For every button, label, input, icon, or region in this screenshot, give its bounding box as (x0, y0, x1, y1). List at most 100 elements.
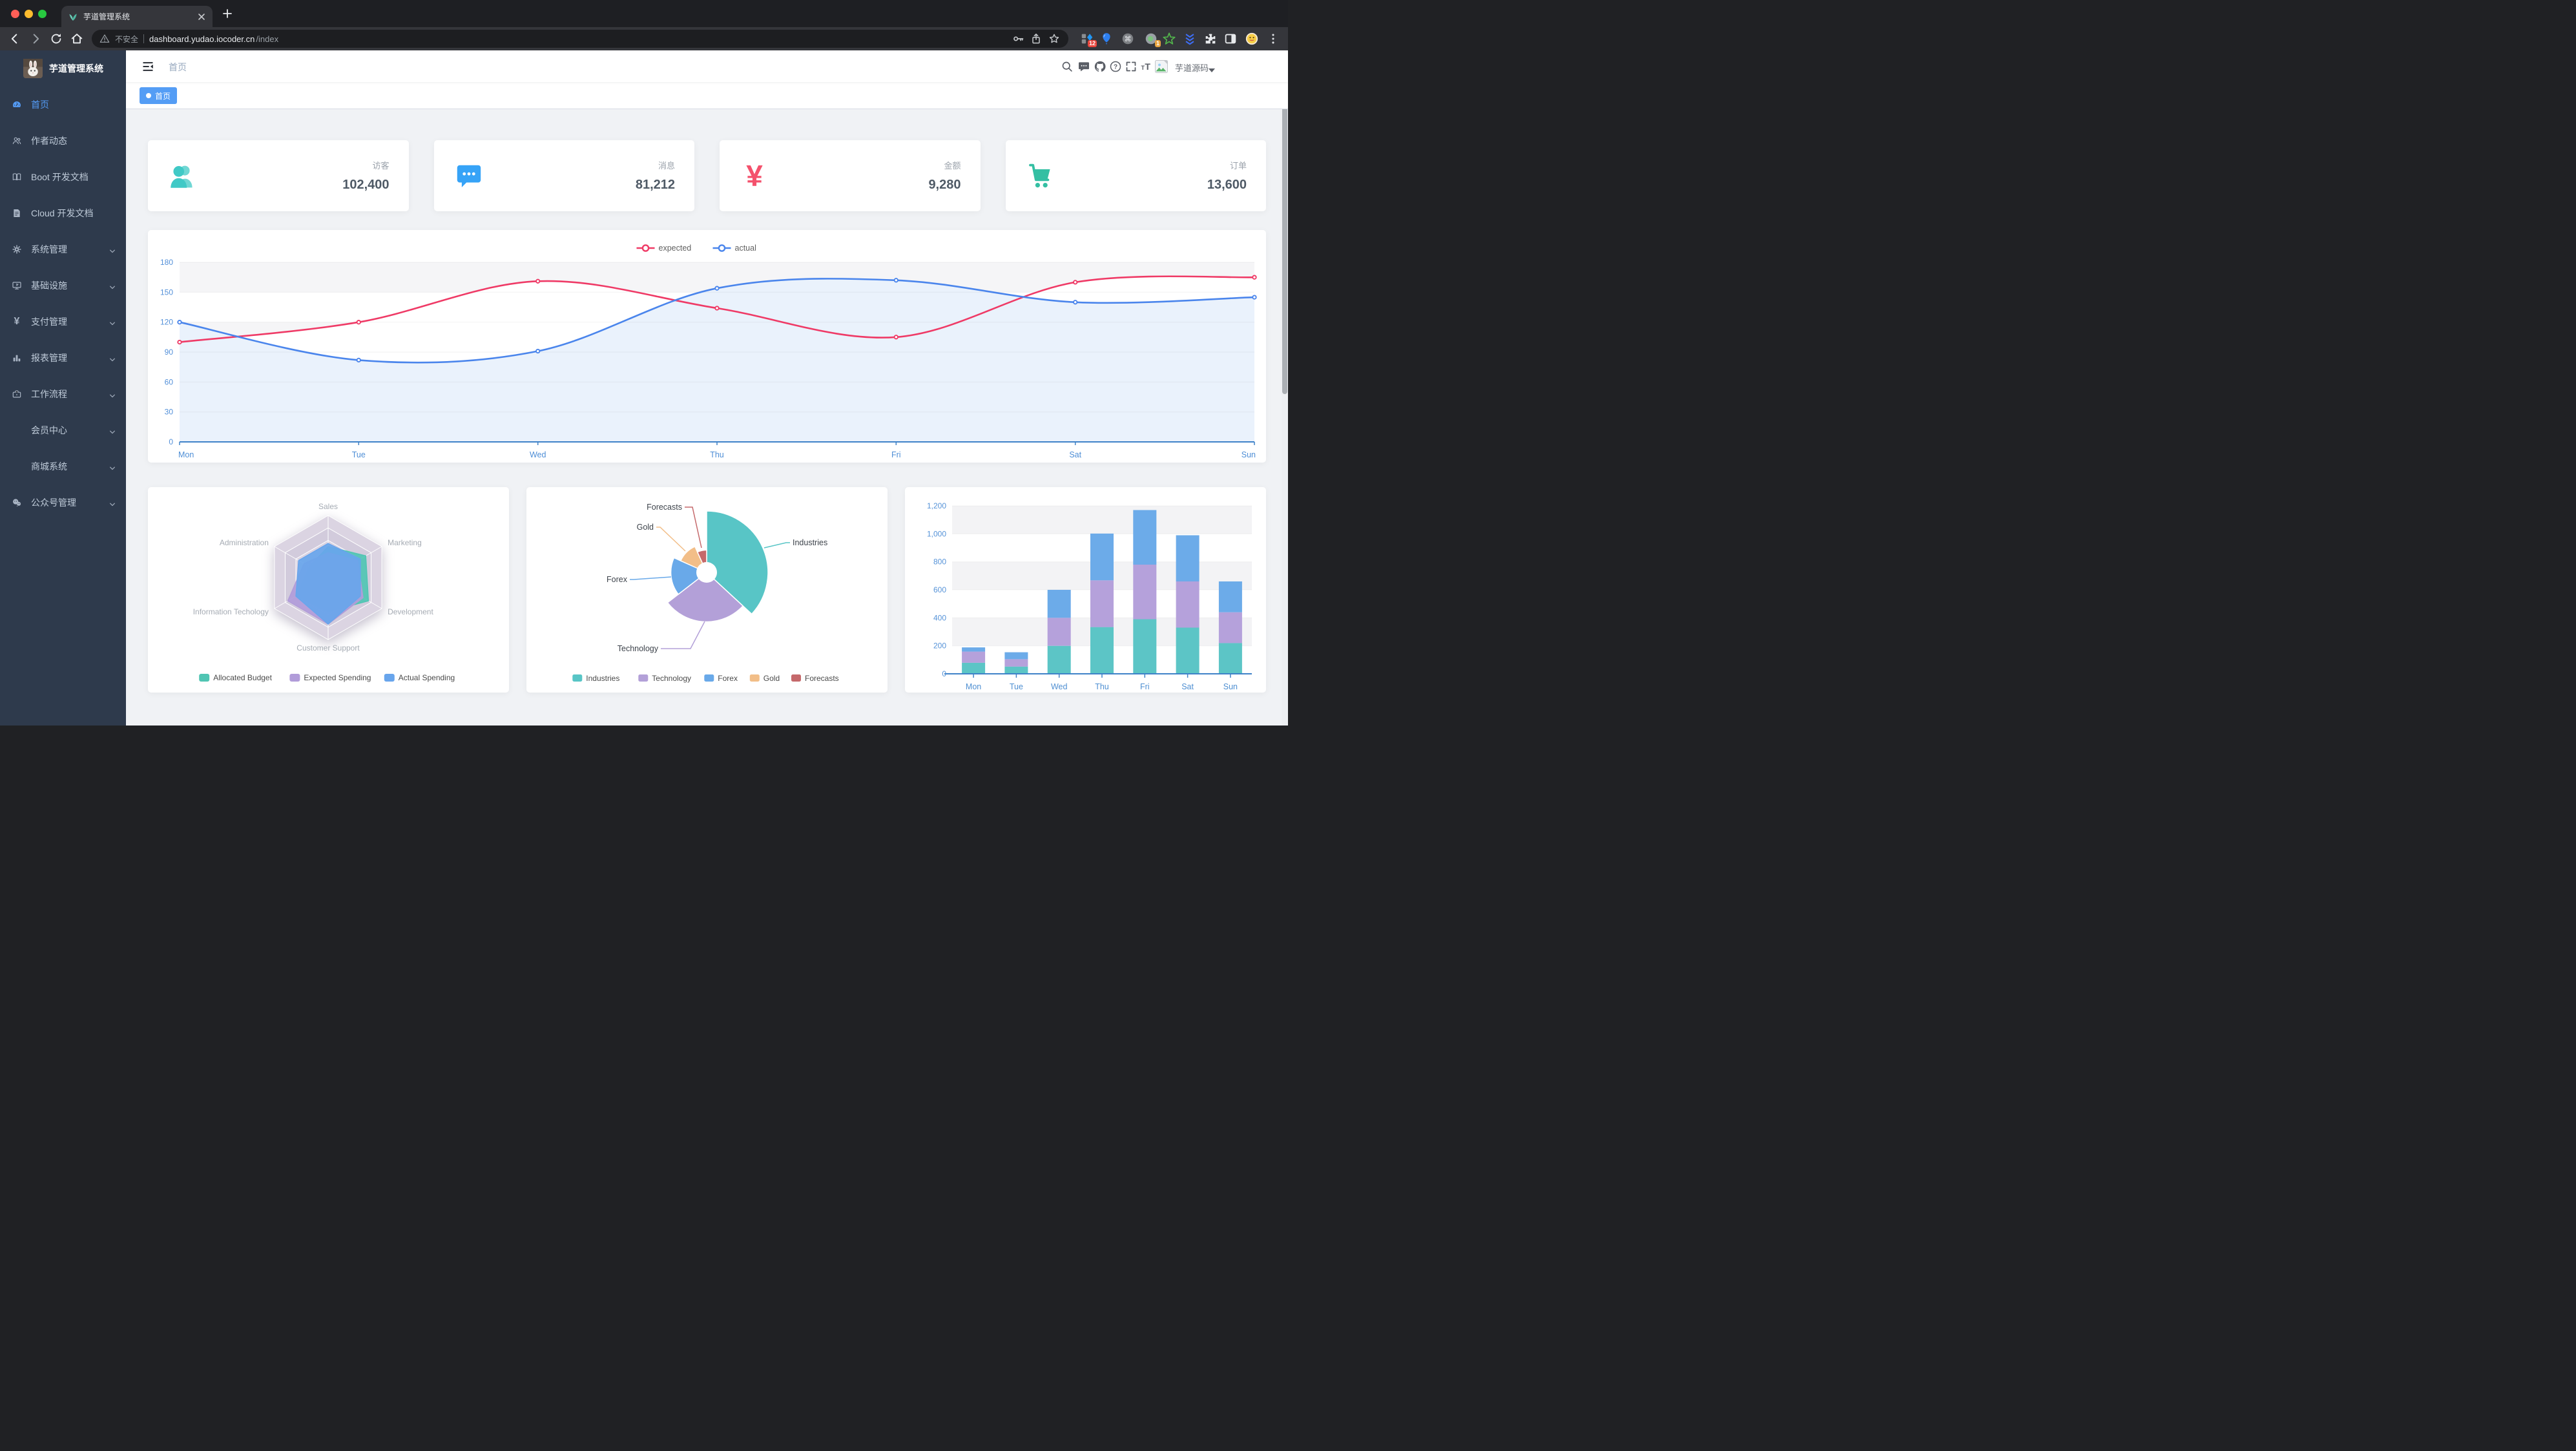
sidebar-item-payment[interactable]: ¥ 支付管理 (0, 304, 126, 340)
help-icon[interactable]: ? (1109, 60, 1122, 73)
data-point (1252, 295, 1257, 300)
x-tick-label: Tue (352, 450, 366, 459)
new-tab-button[interactable] (221, 7, 234, 20)
legend-item-Gold[interactable]: Gold (749, 674, 780, 683)
fullscreen-icon[interactable] (1125, 60, 1137, 73)
window-zoom-button[interactable] (38, 10, 47, 18)
tab-close-icon[interactable] (197, 12, 206, 21)
breadcrumb[interactable]: 首页 (169, 62, 187, 72)
gear-icon (12, 244, 22, 255)
sidebar-item-infra[interactable]: 基础设施 (0, 267, 126, 304)
pie-chart-svg[interactable]: Industries Technology Forex Gold Forecasts In… (526, 487, 888, 693)
github-icon[interactable] (1094, 60, 1106, 73)
extension-star-icon[interactable] (1162, 32, 1176, 46)
sidebar-item-report[interactable]: 报表管理 (0, 340, 126, 376)
bookmark-star-icon[interactable] (1048, 32, 1061, 45)
sidebar-item-mp[interactable]: 公众号管理 (0, 485, 126, 521)
stat-value: 102,400 (342, 178, 390, 192)
legend-item-actual[interactable]: actual (712, 244, 756, 253)
extension-badge: 1 (1154, 40, 1161, 47)
rose-pie-chart[interactable]: Industries Technology Forex Gold Forecasts In… (526, 487, 888, 693)
legend-item-0[interactable]: Allocated Budget (199, 673, 273, 682)
tag-home[interactable]: 首页 (140, 87, 178, 104)
stat-card-orders[interactable]: 订单 13,600 (1005, 140, 1266, 211)
browser-menu-kebab-icon[interactable] (1266, 32, 1280, 46)
search-icon[interactable] (1061, 60, 1074, 73)
sidebar-item-cloud-docs[interactable]: Cloud 开发文档 (0, 195, 126, 231)
stacked-bar-chart[interactable]: 0 200 400 600 800 1,000 1,200 Mon Tue Wed Thu Fri Sa… (905, 487, 1266, 693)
password-key-icon[interactable] (1012, 32, 1024, 45)
sidebar-item-author[interactable]: 作者动态 (0, 123, 126, 159)
svg-text:?: ? (1114, 64, 1117, 71)
extension-recorder-icon[interactable]: 1 (1144, 32, 1161, 47)
user-avatar-placeholder[interactable] (1154, 59, 1169, 74)
sidebar-item-boot-docs[interactable]: Boot 开发文档 (0, 159, 126, 195)
stat-card-messages[interactable]: 消息 81,212 (433, 140, 694, 211)
line-chart-svg[interactable]: 0 30 60 90 120 150 180 Mon Tue Wed Thu Fri Sat Sun exp… (148, 230, 1266, 463)
pie-slice-Industries (706, 510, 769, 615)
side-panel-icon[interactable] (1223, 32, 1238, 46)
peoples-icon (166, 159, 200, 193)
bar-segment-1 (1218, 612, 1242, 643)
budget-radar-chart[interactable]: Sales Administration Information Techology… (148, 487, 509, 693)
username[interactable]: 芋道源码 (1175, 63, 1209, 73)
url-divider (143, 34, 145, 43)
extensions-puzzle-icon[interactable] (1203, 32, 1218, 46)
sidebar-item-label: 系统管理 (31, 244, 67, 255)
url-host: dashboard.yudao.iocoder.cn (149, 34, 255, 44)
data-point (893, 278, 898, 283)
legend-item-Forex[interactable]: Forex (704, 674, 738, 683)
stat-card-visitors[interactable]: 访客 102,400 (148, 140, 409, 211)
sidebar-logo[interactable]: 芋道管理系统 (0, 50, 126, 87)
sidebar-menu: 首页作者动态 Boot 开发文档 Cloud 开发文档系统管理基础设施 ¥ 支付管理 报表… (0, 87, 126, 521)
message-icon[interactable] (1077, 60, 1090, 73)
window-close-button[interactable] (11, 10, 19, 18)
bar-Sat (1176, 535, 1200, 674)
legend-item-1[interactable]: Expected Spending (289, 673, 371, 682)
legend-item-2[interactable]: Actual Spending (384, 673, 455, 682)
legend-item-Technology[interactable]: Technology (638, 674, 691, 683)
legend-item-Industries[interactable]: Industries (572, 674, 619, 683)
bar-segment-0 (962, 662, 986, 674)
extension-tampermonkey-icon[interactable]: 12 (1080, 32, 1097, 47)
bar-segment-0 (1218, 643, 1242, 674)
pie-hole (696, 562, 717, 583)
address-bar[interactable]: 不安全 dashboard.yudao.iocoder.cn /index (92, 30, 1068, 48)
x-tick-label: Thu (710, 450, 724, 459)
tag-active-dot (146, 93, 151, 98)
message-icon (452, 159, 486, 193)
caret-down-icon[interactable] (1209, 65, 1215, 72)
legend-item-expected[interactable]: expected (636, 244, 692, 253)
sidebar-item-label: 首页 (31, 99, 49, 110)
home-icon[interactable] (70, 32, 84, 46)
stat-card-amount[interactable]: ¥ 金额 9,280 (720, 140, 981, 211)
stat-cards-row: 访客 102,400 消息 81,212 ¥ 金额 9,280 订单 13,600 (148, 140, 1266, 211)
sidebar-item-mall[interactable]: 商城系统 (0, 448, 126, 485)
radar-chart-svg[interactable]: Sales Administration Information Techology… (148, 487, 509, 693)
sidebar-item-home[interactable]: 首页 (0, 87, 126, 123)
reload-icon[interactable] (49, 32, 63, 46)
y-tick-label: 800 (933, 558, 946, 567)
window-minimize-button[interactable] (25, 10, 33, 18)
browser-tab[interactable]: 芋道管理系统 (61, 6, 213, 27)
back-icon[interactable] (8, 32, 22, 46)
legend-item-Forecasts[interactable]: Forecasts (791, 674, 839, 683)
hamburger-fold-icon[interactable] (141, 60, 154, 73)
data-point (893, 335, 898, 340)
data-point (714, 286, 720, 291)
weekly-line-chart[interactable]: 0 30 60 90 120 150 180 Mon Tue Wed Thu Fri Sat Sun exp… (148, 230, 1266, 463)
bar-chart-svg[interactable]: 0 200 400 600 800 1,000 1,200 Mon Tue Wed Thu Fri Sa… (905, 487, 1266, 693)
extension-command-icon[interactable]: ⌘ (1121, 32, 1135, 46)
extension-chevrons-icon[interactable] (1183, 32, 1197, 46)
share-icon[interactable] (1030, 32, 1043, 45)
sidebar-item-workflow[interactable]: 工作流程 (0, 376, 126, 412)
scrollbar-thumb[interactable] (1282, 84, 1287, 394)
sidebar-item-member[interactable]: 会员中心 (0, 412, 126, 448)
line-chart-panel: 0 30 60 90 120 150 180 Mon Tue Wed Thu Fri Sat Sun exp… (148, 230, 1266, 463)
browser-profile-avatar[interactable] (1245, 32, 1259, 46)
label-leader (763, 542, 790, 548)
extension-balloon-icon[interactable] (1099, 32, 1114, 46)
sidebar-item-system[interactable]: 系统管理 (0, 231, 126, 267)
forward-icon[interactable] (28, 32, 43, 46)
